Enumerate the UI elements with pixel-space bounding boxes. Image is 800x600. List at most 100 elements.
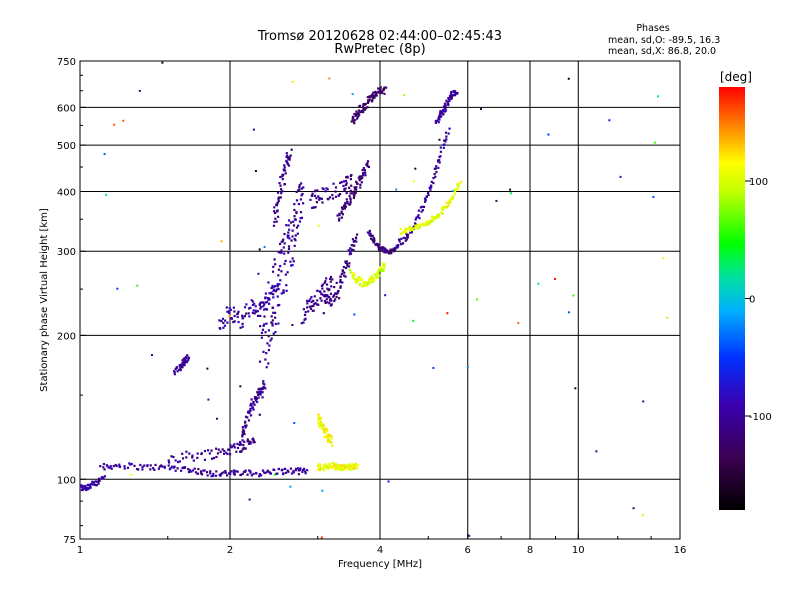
data-point	[303, 467, 306, 470]
data-point	[370, 278, 373, 281]
data-point	[429, 185, 433, 188]
data-point	[437, 213, 440, 216]
data-point	[278, 283, 281, 286]
data-point	[264, 387, 267, 390]
data-point	[330, 441, 333, 444]
noise-point	[438, 138, 441, 141]
data-point	[284, 172, 287, 175]
data-point	[349, 250, 352, 254]
data-point	[364, 102, 367, 106]
data-point	[340, 272, 343, 276]
data-point	[249, 470, 252, 473]
data-point	[278, 251, 281, 254]
data-point	[251, 300, 255, 303]
noise-point	[653, 141, 656, 144]
data-point	[239, 326, 242, 329]
data-point	[250, 474, 253, 477]
data-point	[353, 273, 356, 276]
data-point	[340, 211, 343, 214]
data-point	[261, 328, 265, 331]
data-point	[283, 242, 286, 245]
data-point	[275, 288, 278, 291]
data-point	[274, 311, 277, 314]
noise-point	[103, 153, 106, 156]
data-point	[376, 273, 379, 276]
data-point	[266, 297, 270, 300]
data-point	[287, 219, 291, 222]
noise-point	[475, 298, 478, 301]
data-point	[328, 439, 331, 442]
data-point	[356, 182, 359, 186]
data-point	[358, 179, 361, 182]
data-point	[277, 287, 280, 291]
data-point	[291, 263, 294, 267]
data-point	[86, 486, 89, 490]
data-point	[352, 193, 355, 197]
data-point	[448, 99, 451, 102]
data-point	[269, 472, 273, 475]
data-point	[210, 457, 214, 460]
data-point	[394, 246, 397, 250]
data-point	[334, 463, 337, 466]
data-point	[319, 297, 322, 300]
data-point	[288, 156, 291, 159]
data-point	[275, 204, 279, 207]
data-point	[324, 280, 327, 283]
data-point	[372, 241, 375, 244]
data-point	[336, 291, 339, 295]
data-point	[102, 466, 105, 469]
data-point	[316, 189, 319, 192]
data-point	[290, 148, 293, 151]
data-point	[181, 457, 185, 460]
noise-point	[351, 93, 354, 96]
data-point	[266, 342, 269, 345]
data-point	[441, 109, 445, 112]
data-point	[450, 94, 453, 97]
data-point	[373, 94, 376, 98]
data-point	[353, 112, 356, 116]
data-point	[153, 468, 156, 471]
data-point	[319, 465, 322, 468]
data-point	[272, 332, 275, 335]
data-point	[285, 289, 288, 292]
data-point	[433, 217, 436, 221]
data-point	[97, 482, 100, 485]
data-point	[349, 200, 352, 204]
data-point	[178, 368, 181, 372]
noise-point	[220, 240, 223, 243]
data-point	[289, 467, 293, 470]
noise-point	[293, 421, 296, 424]
data-point	[379, 247, 382, 250]
data-point	[366, 162, 369, 165]
data-point	[345, 260, 348, 263]
data-point	[300, 187, 304, 190]
noise-point	[387, 480, 390, 483]
data-point	[170, 455, 173, 458]
x-tick-label: 6	[465, 545, 471, 556]
data-point	[343, 189, 346, 192]
noise-point	[666, 316, 669, 319]
data-point	[318, 290, 322, 293]
data-point	[247, 307, 251, 310]
data-point	[437, 121, 440, 124]
data-point	[318, 197, 322, 200]
data-point	[344, 179, 348, 183]
data-point	[208, 452, 211, 455]
data-point	[191, 456, 194, 459]
data-point	[83, 487, 87, 491]
data-point	[378, 87, 382, 91]
data-point	[283, 164, 286, 167]
data-point	[270, 315, 273, 318]
data-point	[270, 292, 273, 295]
data-point	[321, 287, 324, 290]
data-point	[316, 299, 319, 302]
data-point	[344, 205, 348, 208]
noise-point	[414, 167, 417, 170]
data-point	[350, 248, 353, 251]
data-point	[383, 264, 386, 267]
data-point	[238, 443, 241, 447]
data-point	[329, 280, 332, 283]
data-point	[437, 117, 440, 121]
data-point	[343, 271, 346, 274]
data-point	[355, 112, 358, 116]
